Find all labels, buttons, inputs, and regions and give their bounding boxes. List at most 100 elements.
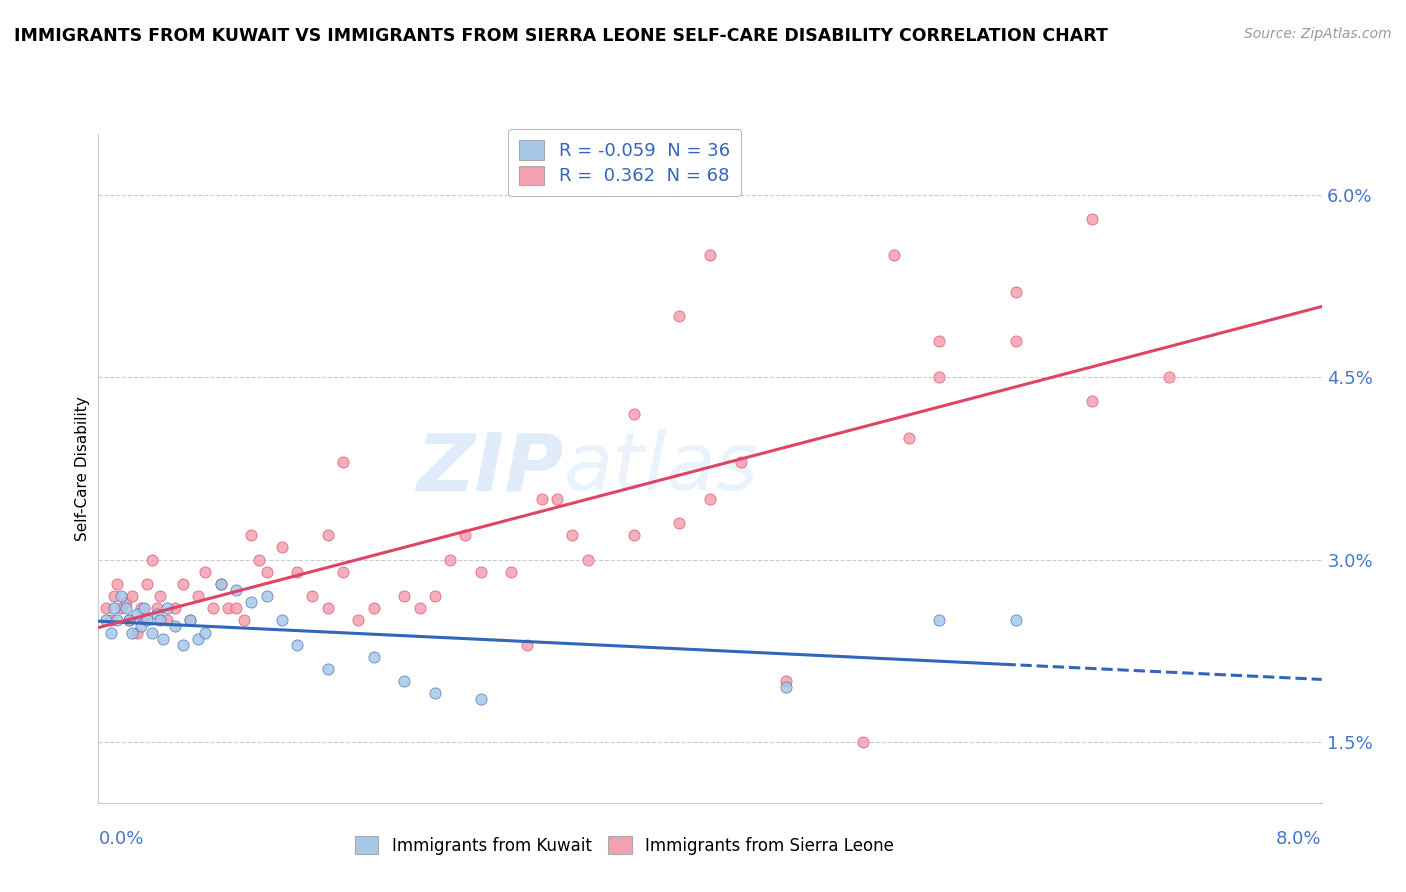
Text: ZIP: ZIP [416, 429, 564, 508]
Point [1004, 613, 1026, 627]
Text: Source: ZipAtlas.com: Source: ZipAtlas.com [1244, 27, 1392, 41]
Point [115, 601, 138, 615]
Point [423, 686, 446, 700]
Point [94, 601, 117, 615]
Point [225, 582, 247, 597]
Text: 0.0%: 0.0% [98, 830, 143, 847]
Point [392, 674, 416, 689]
Point [172, 577, 194, 591]
Point [136, 613, 159, 627]
Point [515, 638, 537, 652]
Point [247, 552, 270, 566]
Point [152, 632, 174, 646]
Point [928, 334, 950, 348]
Point [129, 619, 152, 633]
Point [530, 491, 553, 506]
Point [256, 589, 278, 603]
Point [470, 565, 492, 579]
Point [1081, 211, 1104, 226]
Point [172, 638, 194, 652]
Point [179, 613, 201, 627]
Point [852, 735, 875, 749]
Point [163, 619, 186, 633]
Point [100, 613, 122, 627]
Point [270, 613, 294, 627]
Point [94, 613, 117, 627]
Point [141, 625, 163, 640]
Point [332, 565, 354, 579]
Point [883, 248, 905, 262]
Point [156, 613, 179, 627]
Point [408, 601, 430, 615]
Point [240, 528, 263, 542]
Point [187, 589, 209, 603]
Point [285, 565, 308, 579]
Point [125, 607, 148, 622]
Point [897, 431, 920, 445]
Point [561, 528, 583, 542]
Legend: Immigrants from Kuwait, Immigrants from Sierra Leone: Immigrants from Kuwait, Immigrants from … [349, 830, 900, 862]
Text: IMMIGRANTS FROM KUWAIT VS IMMIGRANTS FROM SIERRA LEONE SELF-CARE DISABILITY CORR: IMMIGRANTS FROM KUWAIT VS IMMIGRANTS FRO… [14, 27, 1108, 45]
Point [240, 595, 263, 609]
Point [103, 601, 125, 615]
Point [270, 541, 294, 555]
Point [202, 601, 225, 615]
Point [285, 638, 308, 652]
Point [179, 613, 201, 627]
Point [775, 674, 797, 689]
Point [363, 649, 385, 664]
Point [699, 248, 721, 262]
Point [470, 692, 492, 706]
Text: 8.0%: 8.0% [1277, 830, 1322, 847]
Point [156, 601, 179, 615]
Point [501, 565, 523, 579]
Point [576, 552, 599, 566]
Point [730, 455, 752, 469]
Text: atlas: atlas [564, 429, 758, 508]
Point [392, 589, 416, 603]
Point [105, 613, 128, 627]
Point [232, 613, 254, 627]
Point [145, 601, 167, 615]
Point [775, 680, 797, 694]
Point [100, 625, 122, 640]
Point [209, 577, 232, 591]
Point [121, 625, 143, 640]
Point [194, 565, 217, 579]
Point [187, 632, 209, 646]
Point [163, 601, 186, 615]
Point [1004, 334, 1026, 348]
Point [316, 662, 339, 676]
Point [217, 601, 239, 615]
Point [668, 310, 690, 324]
Point [149, 613, 172, 627]
Point [194, 625, 217, 640]
Point [928, 370, 950, 384]
Point [141, 552, 163, 566]
Point [225, 601, 247, 615]
Point [256, 565, 278, 579]
Point [149, 589, 172, 603]
Point [423, 589, 446, 603]
Point [110, 589, 132, 603]
Point [209, 577, 232, 591]
Point [301, 589, 323, 603]
Point [145, 607, 167, 622]
Point [316, 528, 339, 542]
Point [439, 552, 461, 566]
Point [454, 528, 477, 542]
Point [134, 601, 156, 615]
Point [136, 577, 159, 591]
Point [316, 601, 339, 615]
Point [118, 613, 141, 627]
Point [928, 613, 950, 627]
Point [623, 528, 645, 542]
Point [121, 589, 143, 603]
Point [105, 577, 128, 591]
Point [129, 601, 152, 615]
Point [546, 491, 568, 506]
Point [1081, 394, 1104, 409]
Point [699, 491, 721, 506]
Point [103, 589, 125, 603]
Point [1004, 285, 1026, 299]
